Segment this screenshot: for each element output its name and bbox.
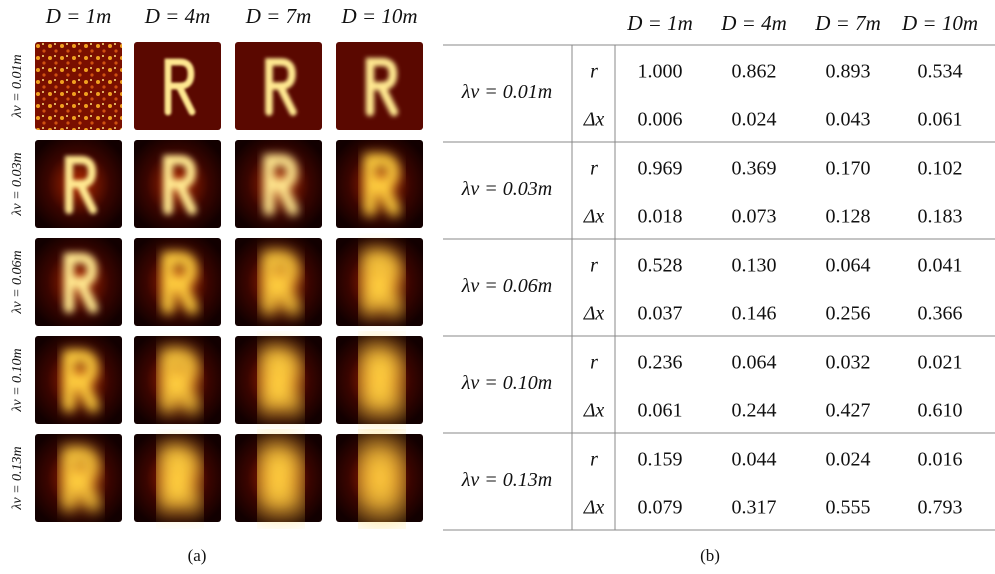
table-cell: 0.024 bbox=[826, 449, 871, 471]
column-header: D = 10m bbox=[901, 11, 978, 35]
table-cell: 0.170 bbox=[826, 158, 871, 180]
table-cell: 0.032 bbox=[826, 352, 871, 374]
column-header: D = 7m bbox=[245, 4, 312, 28]
image-cell bbox=[336, 336, 423, 424]
table-cell: 0.256 bbox=[826, 303, 871, 325]
table-cell: 0.016 bbox=[918, 449, 963, 471]
table-cell: 0.146 bbox=[732, 303, 777, 325]
table-cell: 0.021 bbox=[918, 352, 963, 374]
column-header: D = 10m bbox=[340, 4, 417, 28]
table-cell: 1.000 bbox=[638, 61, 683, 83]
table-cell: 0.102 bbox=[918, 158, 963, 180]
row-label: λv = 0.01m bbox=[461, 81, 552, 103]
image-cell bbox=[336, 434, 423, 522]
table-cell: 0.610 bbox=[918, 400, 963, 422]
image-cell bbox=[35, 140, 122, 228]
metric-label: Δx bbox=[583, 303, 605, 325]
image-cell bbox=[235, 336, 322, 424]
table-cell: 0.159 bbox=[638, 449, 683, 471]
metric-label: r bbox=[590, 158, 598, 180]
table-cell: 0.317 bbox=[732, 497, 777, 519]
table-cell: 0.862 bbox=[732, 61, 777, 83]
table-cell: 0.793 bbox=[918, 497, 963, 519]
metric-label: r bbox=[590, 255, 598, 277]
table-cell: 0.244 bbox=[732, 400, 777, 422]
table-cell: 0.183 bbox=[918, 206, 963, 228]
metric-label: Δx bbox=[583, 206, 605, 228]
column-header: D = 4m bbox=[144, 4, 211, 28]
column-header: D = 1m bbox=[45, 4, 112, 28]
image-cell bbox=[235, 42, 322, 130]
table-cell: 0.555 bbox=[826, 497, 871, 519]
table-cell: 0.534 bbox=[918, 61, 963, 83]
image-cell bbox=[235, 434, 322, 522]
row-label: λv = 0.13m bbox=[10, 446, 25, 510]
metric-label: r bbox=[590, 352, 598, 374]
row-label: λv = 0.13m bbox=[461, 469, 552, 491]
row-label: λv = 0.03m bbox=[461, 178, 552, 200]
row-label: λv = 0.10m bbox=[461, 372, 552, 394]
table-cell: 0.128 bbox=[826, 206, 871, 228]
image-cell bbox=[235, 238, 322, 326]
metric-label: Δx bbox=[583, 400, 605, 422]
table-cell: 0.073 bbox=[732, 206, 777, 228]
table-cell: 0.041 bbox=[918, 255, 963, 277]
image-cell bbox=[336, 238, 423, 326]
row-label: λv = 0.06m bbox=[10, 250, 25, 314]
metric-label: r bbox=[590, 61, 598, 83]
table-cell: 0.043 bbox=[826, 109, 871, 131]
row-label: λv = 0.06m bbox=[461, 275, 552, 297]
row-label: λv = 0.03m bbox=[10, 152, 25, 216]
column-header: D = 4m bbox=[720, 11, 787, 35]
image-cell bbox=[134, 434, 221, 522]
column-header: D = 1m bbox=[626, 11, 693, 35]
table-cell: 0.061 bbox=[638, 400, 683, 422]
table-cell: 0.044 bbox=[732, 449, 777, 471]
metric-label: Δx bbox=[583, 497, 605, 519]
image-cell bbox=[235, 140, 322, 228]
metric-label: Δx bbox=[583, 109, 605, 131]
image-cell bbox=[336, 42, 423, 130]
image-cell bbox=[134, 140, 221, 228]
image-cell bbox=[35, 42, 122, 130]
table-cell: 0.018 bbox=[638, 206, 683, 228]
column-header: D = 7m bbox=[814, 11, 881, 35]
metric-label: r bbox=[590, 449, 598, 471]
table-cell: 0.064 bbox=[826, 255, 871, 277]
image-cell bbox=[336, 140, 423, 228]
caption-b: (b) bbox=[700, 546, 720, 565]
table-cell: 0.427 bbox=[826, 400, 871, 422]
figure: (a) (b) D = 1m D = 4m D = 7m D = 10m λv = 0.… bbox=[0, 0, 995, 574]
image-cell bbox=[134, 42, 221, 130]
table-cell: 0.236 bbox=[638, 352, 683, 374]
table-cell: 0.130 bbox=[732, 255, 777, 277]
table-cell: 0.037 bbox=[638, 303, 683, 325]
table-cell: 0.079 bbox=[638, 497, 683, 519]
table-cell: 0.528 bbox=[638, 255, 683, 277]
table-cell: 0.969 bbox=[638, 158, 683, 180]
table-cell: 0.061 bbox=[918, 109, 963, 131]
table-cell: 0.024 bbox=[732, 109, 777, 131]
image-cell bbox=[35, 238, 122, 326]
image-cell bbox=[134, 336, 221, 424]
table-cell: 0.366 bbox=[918, 303, 963, 325]
image-cell bbox=[35, 434, 122, 522]
row-label: λv = 0.10m bbox=[10, 348, 25, 412]
image-cell bbox=[35, 336, 122, 424]
caption-a: (a) bbox=[188, 546, 207, 565]
table-cell: 0.369 bbox=[732, 158, 777, 180]
table-cell: 0.006 bbox=[638, 109, 683, 131]
image-cell bbox=[134, 238, 221, 326]
table-cell: 0.893 bbox=[826, 61, 871, 83]
row-label: λv = 0.01m bbox=[10, 54, 25, 118]
table-cell: 0.064 bbox=[732, 352, 777, 374]
